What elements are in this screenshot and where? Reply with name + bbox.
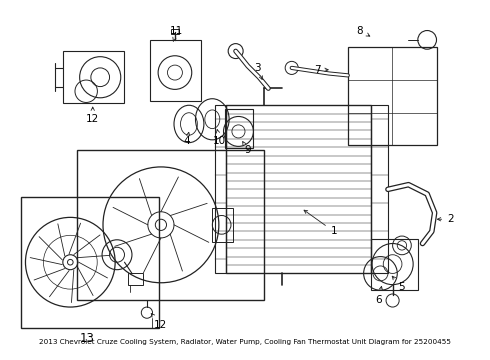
Bar xyxy=(215,105,226,273)
Text: 2013 Chevrolet Cruze Cooling System, Radiator, Water Pump, Cooling Fan Thermosta: 2013 Chevrolet Cruze Cooling System, Rad… xyxy=(39,339,451,345)
Text: 4: 4 xyxy=(184,132,191,146)
Bar xyxy=(225,109,253,148)
Bar xyxy=(77,150,264,300)
Bar xyxy=(226,105,371,273)
Text: 10: 10 xyxy=(213,130,226,146)
Text: 7: 7 xyxy=(314,65,328,75)
Text: 5: 5 xyxy=(392,276,405,292)
Bar xyxy=(150,40,201,100)
Text: 3: 3 xyxy=(254,63,262,80)
Text: 8: 8 xyxy=(357,26,370,36)
Bar xyxy=(371,105,388,273)
Circle shape xyxy=(155,219,167,230)
Text: 2: 2 xyxy=(438,214,454,224)
Bar xyxy=(212,208,233,242)
Text: 9: 9 xyxy=(243,141,251,155)
Text: 12: 12 xyxy=(151,314,168,330)
Bar xyxy=(63,51,123,103)
Text: 11: 11 xyxy=(170,26,183,41)
Circle shape xyxy=(68,260,73,265)
Bar xyxy=(171,29,179,34)
Text: 13: 13 xyxy=(80,332,95,345)
Bar xyxy=(128,273,143,285)
Text: 6: 6 xyxy=(375,287,382,305)
Text: 12: 12 xyxy=(86,107,99,124)
Bar xyxy=(371,239,418,290)
Bar xyxy=(348,48,437,145)
Bar xyxy=(21,197,159,328)
Text: 1: 1 xyxy=(304,210,337,237)
